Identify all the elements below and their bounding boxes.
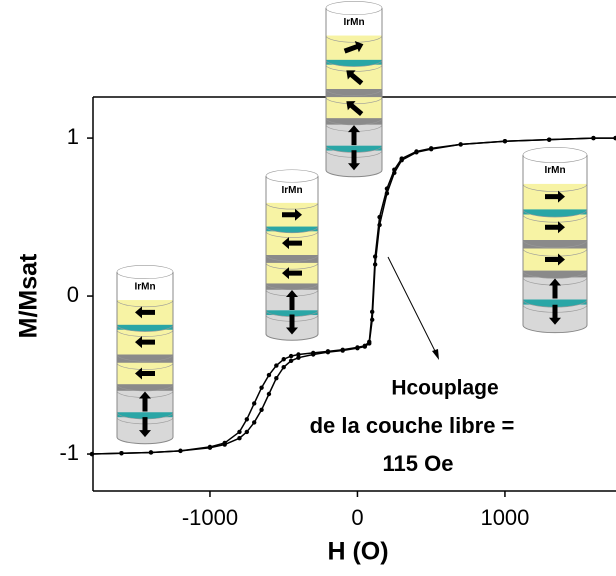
data-point [325,349,331,354]
data-point [119,451,124,456]
data-point [274,376,279,381]
stack-layer-top [265,169,319,183]
data-point [428,146,434,151]
stack-layer-top [116,264,174,280]
annotation: 115 Oe [383,451,454,476]
data-point [281,364,286,370]
stack: IrMn [265,169,319,341]
data-point [244,417,250,422]
data-line [91,137,616,455]
data-point [89,451,95,457]
data-point [222,440,227,446]
stack-arrow [286,314,298,335]
stack-label: IrMn [281,185,302,196]
data-point [367,339,372,345]
stack-label: IrMn [343,17,364,28]
stack-arrow [348,125,360,146]
data-point [296,355,301,360]
data-point [207,444,213,450]
stack-arrow [549,304,561,325]
data-line [91,137,616,455]
stack-arrow [135,336,155,349]
stack-arrow [545,190,565,203]
data-point [311,350,316,356]
stack-arrow [139,417,151,438]
data-point [414,149,419,154]
data-point [392,167,397,172]
stack-arrow [139,391,151,412]
y-axis-label: M/Msat [15,253,43,338]
stack-arrow [135,306,155,319]
annotation: Hcouplage [391,377,498,400]
stack-layer-top [522,147,588,163]
data-point [252,420,257,425]
data-point [259,385,264,390]
data-point [613,135,616,141]
stack-label: IrMn [134,281,155,292]
data-point [340,347,345,352]
data-point [259,407,264,412]
stack-arrow [348,150,360,171]
data-point [266,372,272,378]
x-tick-label: 0 [351,505,363,530]
stack-arrow [346,70,364,86]
x-tick-label: 1000 [480,505,529,530]
annotation: de la couche libre = [310,413,515,438]
stack-arrow [343,41,364,54]
data-point [591,135,596,141]
stack-arrow [545,221,565,234]
data-point [244,429,250,435]
stack-arrow [545,253,565,266]
data-point [546,137,552,142]
data-point [458,142,463,147]
data-point [399,156,404,161]
y-tick-label: 1 [67,124,79,149]
data-point [372,254,378,259]
data-point [281,357,286,362]
stack-layer-top [325,0,383,16]
data-point [288,353,294,359]
data-point [369,309,375,315]
stack: IrMn [522,147,588,334]
y-tick-label: -1 [59,440,79,465]
stack: IrMn [116,264,174,445]
stack-arrow [282,237,302,250]
stack-arrow [286,290,298,311]
data-point [355,345,360,350]
stack-arrow [282,267,302,280]
data-point [296,352,301,357]
data-point [252,401,257,406]
stack-arrow [549,278,561,299]
data-point [288,358,294,364]
data-point [266,391,272,397]
data-point [502,139,508,144]
stack-arrow [135,367,155,380]
stack-label: IrMn [544,165,565,176]
data-point [237,429,242,435]
stack: IrMn [325,0,383,178]
data-point [362,343,368,349]
stack-arrow [346,101,364,116]
data-point [178,448,183,454]
x-axis-label: H (O) [327,538,388,566]
stack-arrow [282,208,302,221]
data-point [274,363,279,368]
annotation-arrowhead [432,349,439,360]
data-point [148,450,154,455]
data-point [237,436,242,441]
annotation-arrow [387,256,438,356]
x-tick-label: -1000 [182,505,238,530]
y-tick-label: 0 [67,282,79,307]
data-point [377,214,382,220]
data-point [384,186,390,191]
